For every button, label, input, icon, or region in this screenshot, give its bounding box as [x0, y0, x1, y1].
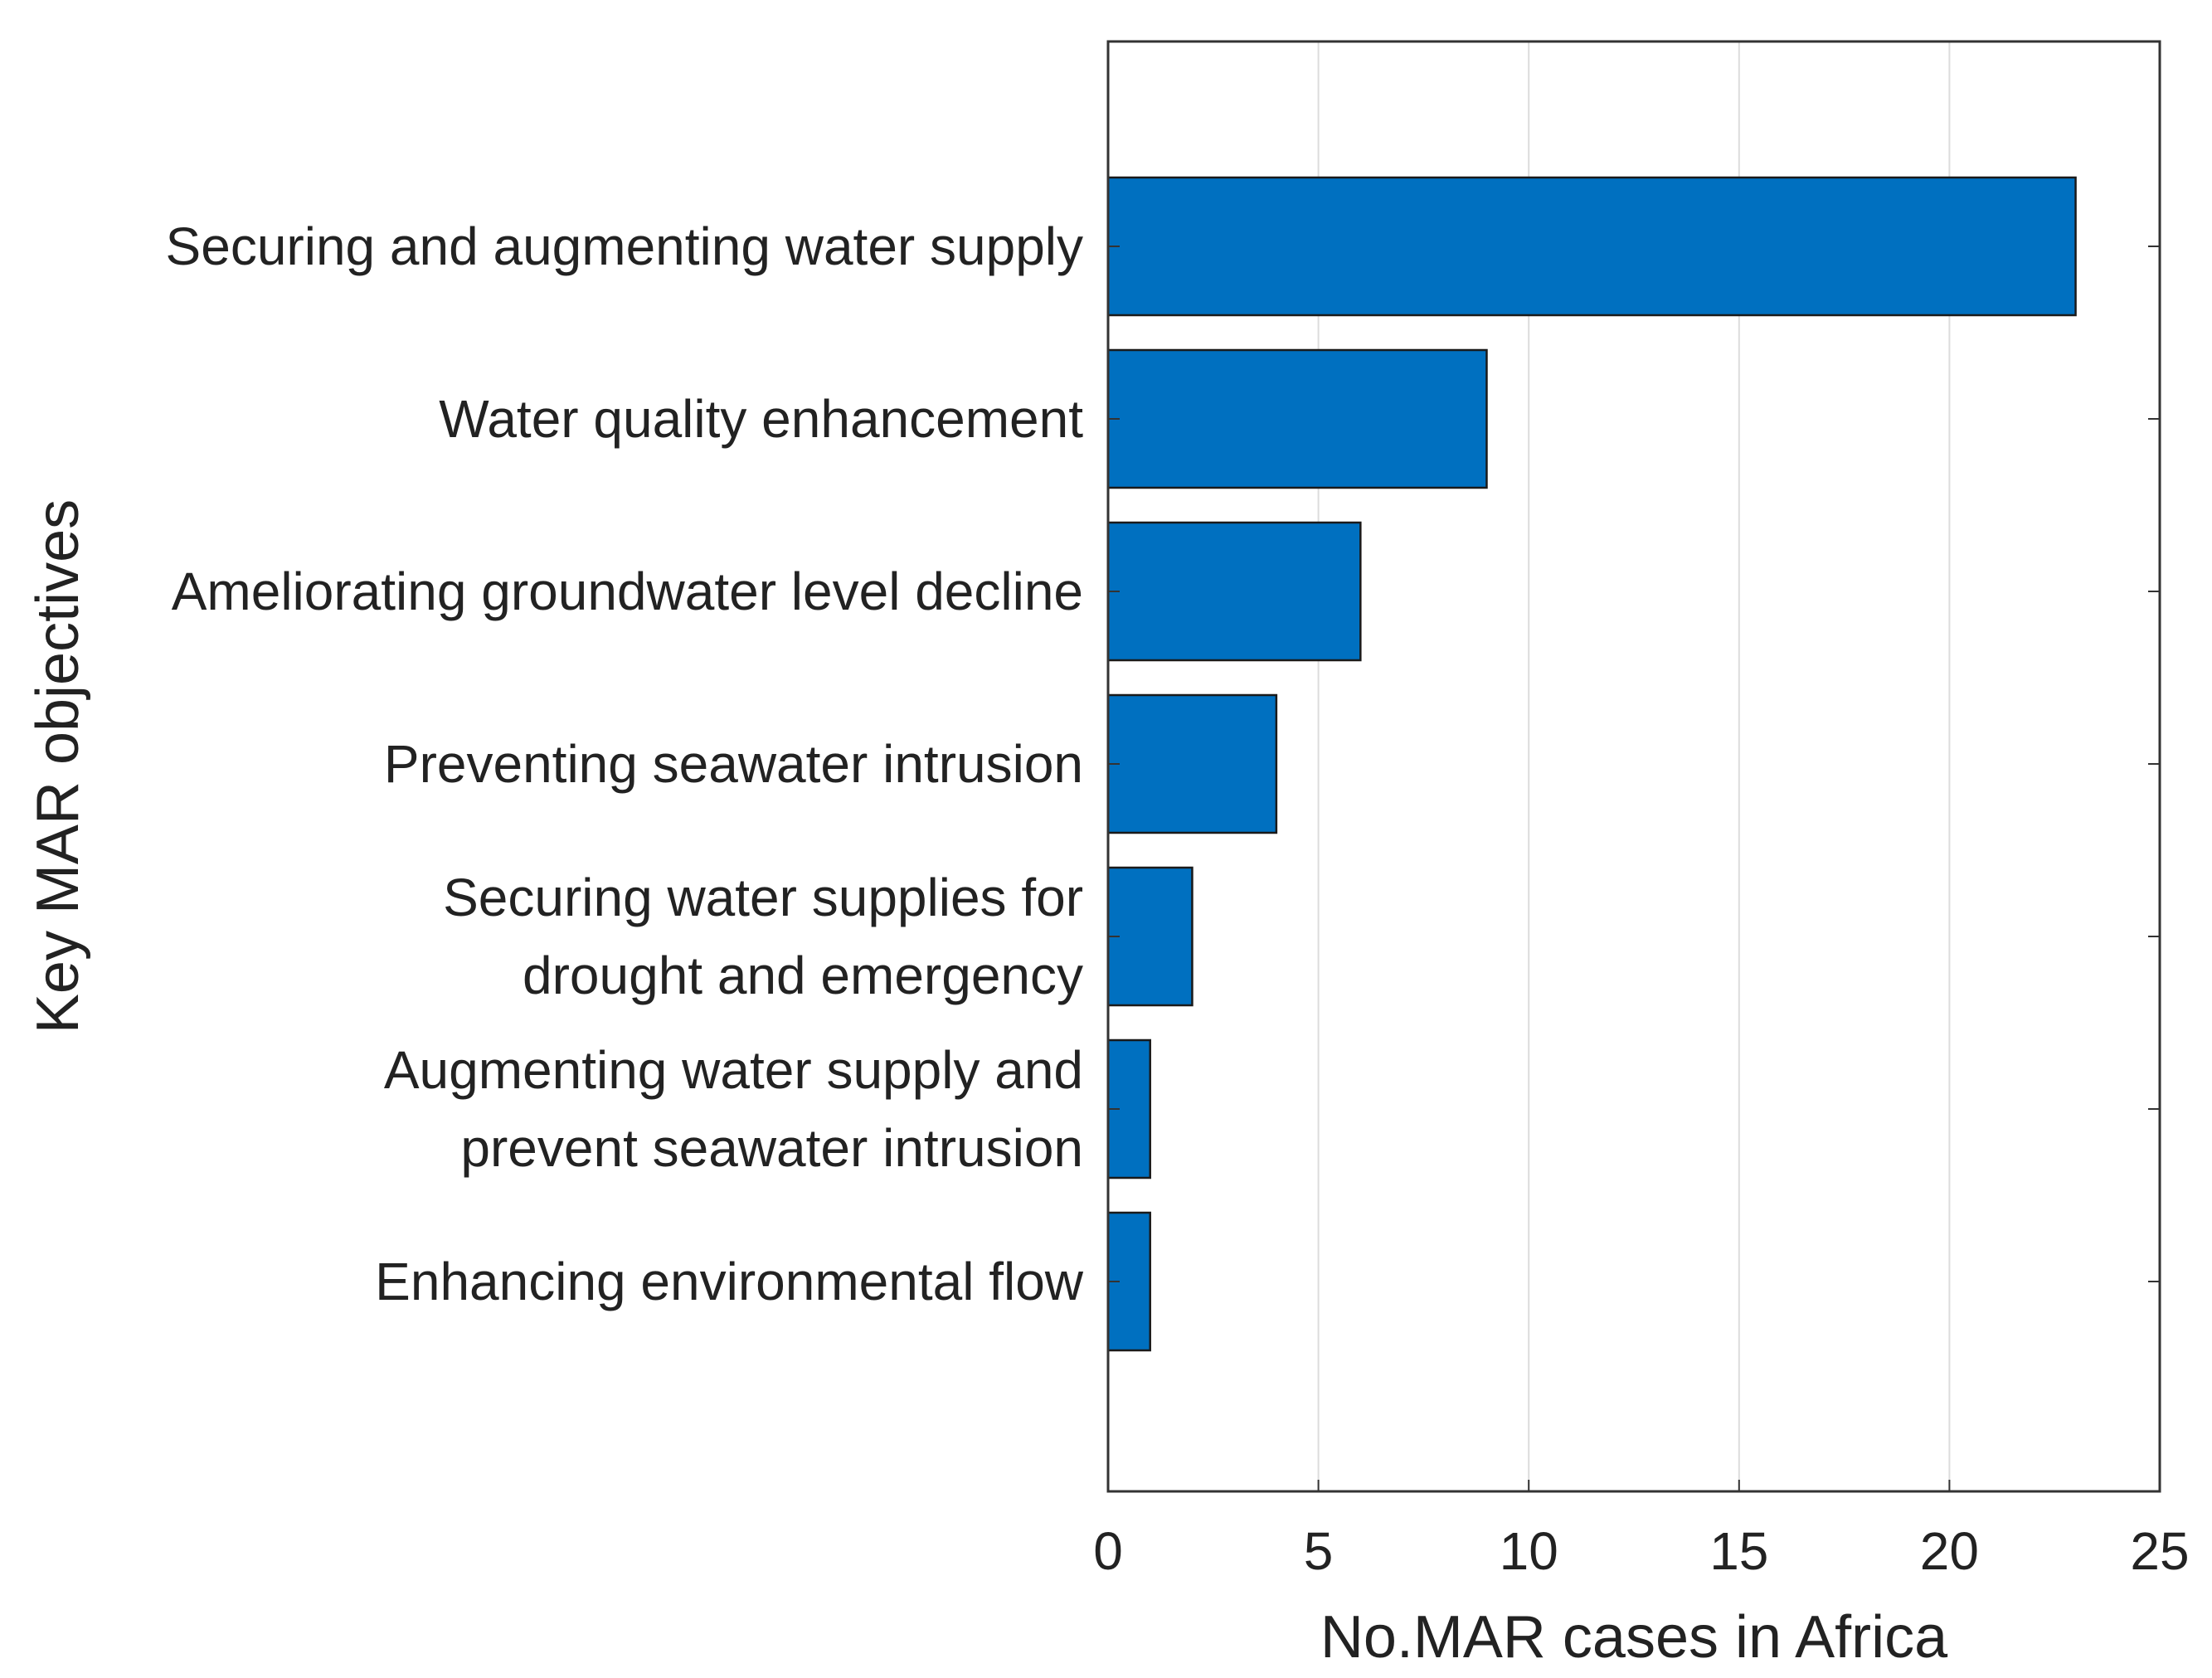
- category-label: Securing and augmenting water supply: [166, 216, 1083, 276]
- x-tick-label: 20: [1920, 1521, 1979, 1581]
- x-tick-labels: 0 5 10 15 20 25: [1093, 1521, 2189, 1581]
- bar: [1106, 866, 1194, 1007]
- x-tick-label: 15: [1709, 1521, 1768, 1581]
- bar: [1106, 176, 2077, 317]
- category-label: Enhancing environmental flow: [375, 1252, 1084, 1311]
- category-labels: Securing and augmenting water supply Wate…: [166, 216, 1084, 1311]
- category-label: Preventing seawater intrusion: [384, 734, 1083, 794]
- category-label: drought and emergency: [523, 946, 1083, 1005]
- category-label: Securing water supplies for: [443, 868, 1083, 927]
- x-tick-label: 10: [1500, 1521, 1558, 1581]
- x-axis-title: No.MAR cases in Africa: [1320, 1604, 1948, 1671]
- x-tick-label: 25: [2130, 1521, 2189, 1581]
- plot-frame: [1106, 40, 2161, 1493]
- bars: [1106, 176, 2077, 1352]
- y-axis-title: Key MAR objectives: [25, 499, 91, 1034]
- category-label: Augmenting water supply and: [384, 1040, 1083, 1100]
- tick-marks: [1107, 246, 2161, 1491]
- category-label: prevent seawater intrusion: [460, 1118, 1083, 1178]
- bar: [1106, 521, 1362, 662]
- x-tick-label: 0: [1093, 1521, 1123, 1581]
- bar: [1106, 348, 1488, 489]
- category-label: Water quality enhancement: [439, 389, 1083, 449]
- bar: [1106, 693, 1278, 834]
- x-tick-label: 5: [1304, 1521, 1334, 1581]
- category-label: Ameliorating groundwater level decline: [172, 562, 1083, 621]
